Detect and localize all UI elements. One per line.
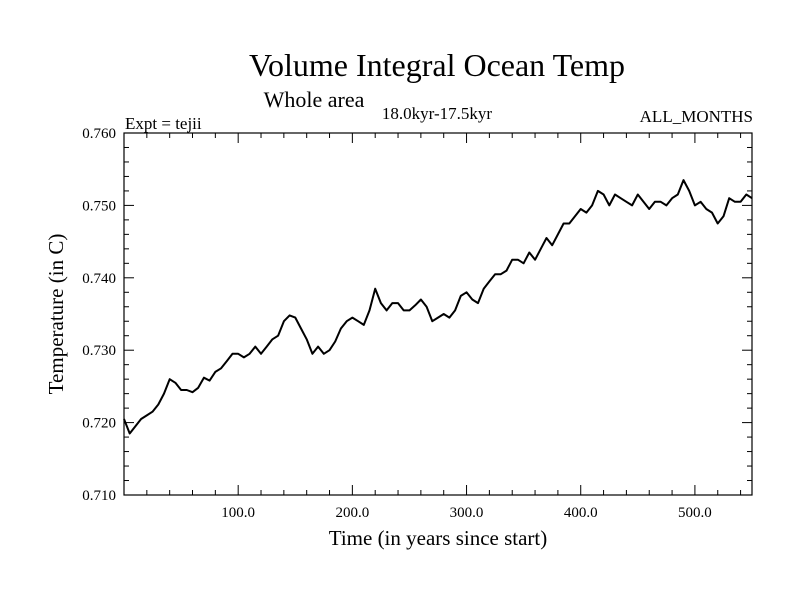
x-tick-label: 400.0	[564, 505, 598, 521]
chart-subtitle: Whole area	[264, 87, 365, 112]
x-tick-label: 200.0	[335, 505, 369, 521]
y-tick-label: 0.760	[82, 126, 116, 142]
chart-period: 18.0kyr-17.5kyr	[382, 104, 492, 123]
months-label: ALL_MONTHS	[640, 107, 753, 126]
series-line	[123, 179, 753, 435]
x-tick-label: 100.0	[221, 505, 255, 521]
plot-frame	[123, 132, 753, 496]
experiment-label: Expt = tejii	[125, 114, 202, 133]
y-tick-label: 0.740	[82, 271, 116, 287]
x-axis-label: Time (in years since start)	[329, 526, 548, 550]
chart-title: Volume Integral Ocean Temp	[249, 47, 625, 83]
y-tick-label: 0.710	[82, 488, 116, 504]
y-tick-label: 0.750	[82, 198, 116, 214]
x-tick-label: 300.0	[450, 505, 484, 521]
x-tick-label: 500.0	[678, 505, 712, 521]
y-tick-label: 0.720	[82, 416, 116, 432]
y-tick-label: 0.730	[82, 343, 116, 359]
y-axis-label: Temperature (in C)	[44, 234, 68, 395]
